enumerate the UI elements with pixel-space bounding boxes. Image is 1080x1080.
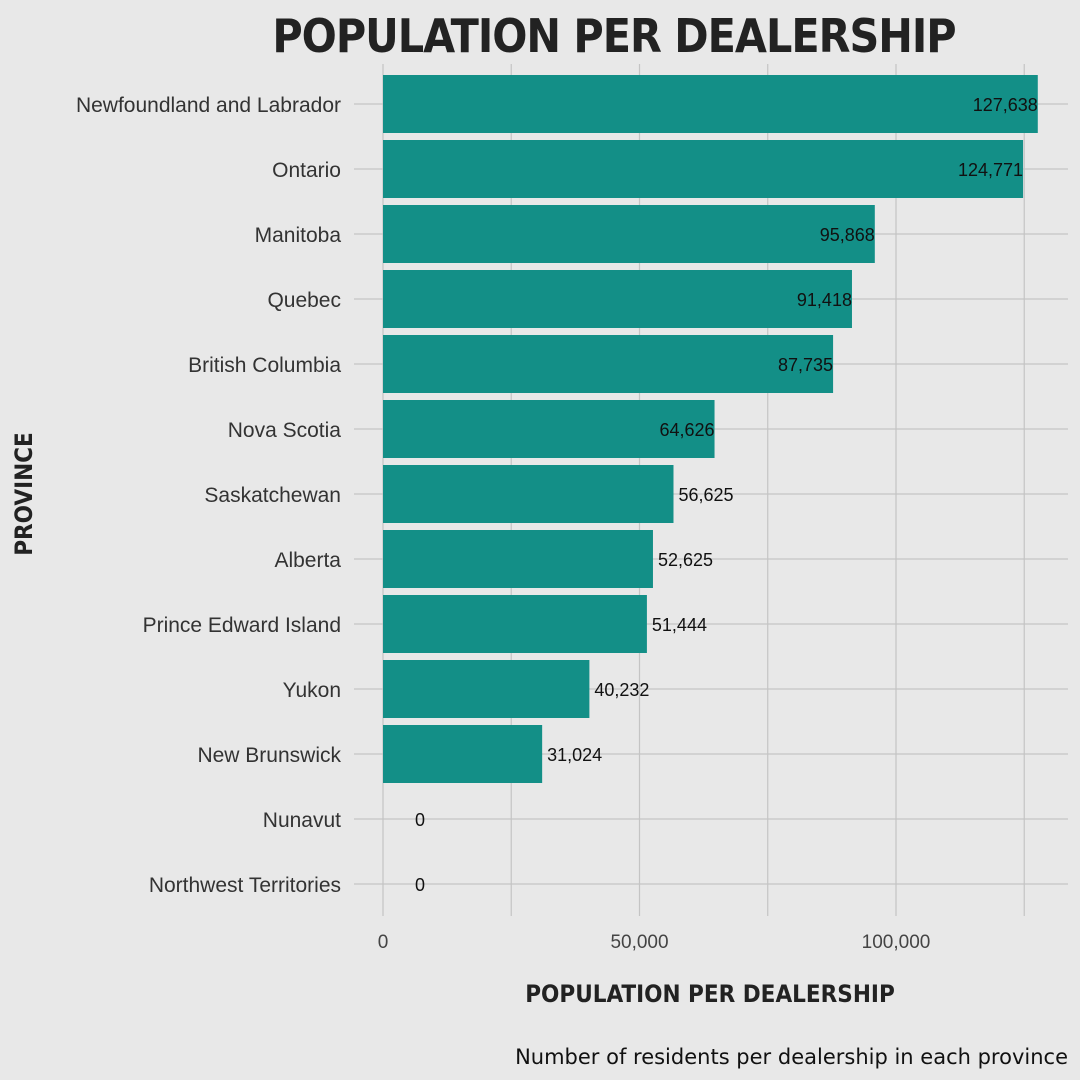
bar bbox=[383, 595, 647, 653]
data-label: 124,771 bbox=[958, 160, 1023, 180]
y-axis-title: PROVINCE bbox=[10, 432, 38, 556]
x-axis-title: POPULATION PER DEALERSHIP bbox=[525, 980, 895, 1008]
y-tick-label: Alberta bbox=[274, 549, 341, 572]
data-label: 95,868 bbox=[820, 225, 875, 245]
bar bbox=[383, 660, 590, 718]
bar bbox=[383, 205, 875, 263]
y-tick-label: New Brunswick bbox=[197, 744, 341, 767]
x-tick-label: 100,000 bbox=[862, 932, 931, 953]
y-tick-label: Nova Scotia bbox=[228, 419, 342, 442]
data-label: 51,444 bbox=[652, 615, 707, 635]
data-label: 56,625 bbox=[678, 485, 733, 505]
data-labels: 127,638 124,771 95,868 91,418 87,735 64,626 56… bbox=[415, 95, 1038, 895]
y-tick-label: British Columbia bbox=[188, 354, 341, 377]
data-label: 64,626 bbox=[659, 420, 714, 440]
bar bbox=[383, 530, 653, 588]
data-label: 0 bbox=[415, 875, 425, 895]
data-label: 40,232 bbox=[594, 680, 649, 700]
bars bbox=[383, 75, 1038, 783]
y-tick-label: Manitoba bbox=[255, 224, 342, 247]
data-label: 127,638 bbox=[973, 95, 1038, 115]
y-tick-label: Quebec bbox=[267, 289, 341, 312]
bar bbox=[383, 75, 1038, 133]
chart-title: POPULATION PER DEALERSHIP bbox=[272, 9, 955, 63]
y-tick-label: Nunavut bbox=[263, 809, 341, 832]
bar bbox=[383, 335, 834, 393]
bar bbox=[383, 400, 715, 458]
y-tick-label: Prince Edward Island bbox=[143, 614, 341, 637]
data-label: 0 bbox=[415, 810, 425, 830]
x-tick-label: 0 bbox=[378, 932, 389, 953]
data-label: 31,024 bbox=[547, 745, 602, 765]
bar bbox=[383, 725, 543, 783]
data-label: 91,418 bbox=[797, 290, 852, 310]
chart-caption: Number of residents per dealership in ea… bbox=[515, 1045, 1068, 1069]
data-label: 52,625 bbox=[658, 550, 713, 570]
y-tick-label: Yukon bbox=[283, 679, 341, 702]
bar bbox=[383, 465, 674, 523]
data-label: 87,735 bbox=[778, 355, 833, 375]
y-tick-label: Ontario bbox=[272, 159, 341, 182]
y-tick-label: Saskatchewan bbox=[204, 484, 341, 507]
x-tick-label: 50,000 bbox=[610, 932, 668, 953]
x-axis-ticks: 0 50,000 100,000 bbox=[378, 932, 931, 953]
y-tick-label: Newfoundland and Labrador bbox=[76, 94, 341, 117]
bar bbox=[383, 270, 852, 328]
y-tick-label: Northwest Territories bbox=[149, 874, 341, 897]
y-axis-ticks: Newfoundland and Labrador Ontario Manitoba… bbox=[76, 94, 342, 897]
bar bbox=[383, 140, 1024, 198]
